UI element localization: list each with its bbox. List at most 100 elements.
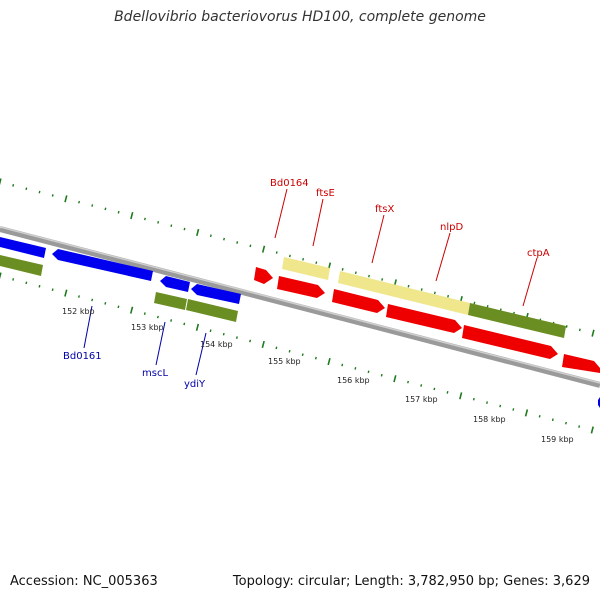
major-tick [393,375,397,383]
minor-tick [117,305,120,309]
kbp-label: 156 kbp [337,376,370,385]
minor-tick [104,207,107,211]
gene-reverse-feature[interactable] [52,249,153,281]
minor-tick [486,305,489,308]
minor-tick [420,384,423,387]
minor-tick [51,194,54,197]
major-tick [261,245,266,253]
minor-tick [420,288,423,291]
minor-tick [407,380,410,384]
major-tick [64,289,68,297]
callout-line [83,305,93,349]
gene-reverse-feature[interactable] [191,284,241,304]
major-tick [0,178,2,186]
major-tick [195,323,200,331]
minor-tick [104,302,107,305]
minor-tick [446,391,449,394]
gene-reverse-feature[interactable] [0,237,46,258]
minor-tick [301,353,304,357]
minor-tick [367,370,370,374]
minor-tick [156,315,159,319]
minor-tick [209,329,212,333]
gene-reverse-feature[interactable] [160,276,190,292]
gene-forward-feature[interactable] [462,325,558,359]
minor-tick [223,237,226,241]
minor-tick [381,278,384,281]
minor-tick [117,210,120,214]
kbp-label: 153 kbp [131,323,164,332]
callout-line [435,232,451,282]
feature-track[interactable] [0,237,600,408]
minor-tick [249,339,252,343]
major-tick [459,392,463,400]
gene-label-nlpd: nlpD [440,222,463,233]
minor-tick [236,241,239,244]
minor-tick [209,234,212,238]
major-tick [0,272,2,280]
major-tick [590,426,594,434]
genome-backbone [0,226,600,388]
minor-tick [183,227,186,231]
minor-tick [38,284,41,288]
callout-line [522,257,538,307]
cds-feature[interactable] [186,299,238,322]
gene-forward-feature[interactable] [386,304,462,333]
minor-tick [275,346,278,350]
gene-callouts: Bd0164 ftsE ftsX nlpD ctpA Bd0161 mscL y… [63,178,550,390]
kbp-labels: 152 kbp 153 kbp 154 kbp 155 kbp 156 kbp … [62,307,574,444]
minor-tick [578,328,581,332]
minor-tick [143,217,146,221]
minor-tick [170,224,173,228]
minor-tick [565,421,567,425]
kbp-label: 157 kbp [405,395,438,404]
cds-feature[interactable] [468,303,566,338]
gene-forward-feature[interactable] [254,267,273,284]
map-title: Bdellovibrio bacteriovorus HD100, comple… [114,9,486,25]
minor-tick [77,295,80,298]
callout-line [195,332,207,376]
minor-tick [315,261,318,264]
callout-line [371,214,385,264]
cds-feature[interactable] [282,257,330,280]
callout-line [312,198,324,247]
minor-tick [433,387,436,391]
backbone-line [0,226,600,388]
cds-feature[interactable] [338,271,470,315]
cds-feature[interactable] [0,255,43,276]
gene-label-bd0164: Bd0164 [270,178,309,189]
minor-tick [314,356,317,360]
minor-tick [12,184,15,187]
minor-tick [91,298,94,302]
minor-tick [368,274,370,278]
major-tick [327,357,331,366]
minor-tick [433,291,436,295]
callout-line [155,321,166,366]
callout-line [274,188,288,239]
minor-tick [473,301,476,305]
gene-forward-feature[interactable] [332,289,385,313]
major-tick [196,228,200,236]
minor-tick [551,418,554,422]
gene-label-mscl: mscL [142,368,168,379]
kbp-label: 155 kbp [268,357,301,366]
gene-forward-feature[interactable] [277,276,325,298]
major-tick [524,409,529,417]
minor-tick [288,254,291,258]
major-tick [64,195,68,203]
gene-forward-feature[interactable] [562,354,600,373]
minor-tick [12,278,15,281]
gene-label-bd0161: Bd0161 [63,351,102,362]
minor-tick [25,281,28,285]
gene-label-ftsx: ftsX [375,204,394,215]
minor-tick [288,349,291,353]
minor-tick [578,425,581,428]
minor-tick [222,332,225,336]
cds-feature[interactable] [154,292,187,310]
minor-tick [447,294,450,298]
minor-tick [341,268,344,271]
minor-tick [341,363,344,367]
minor-tick [38,190,41,194]
minor-tick [538,414,541,418]
backbone-highlight [0,226,600,384]
